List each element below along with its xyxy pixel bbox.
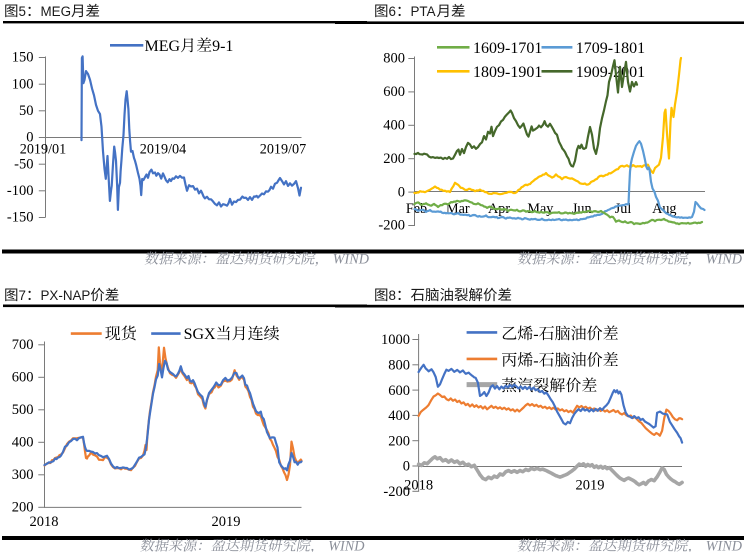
svg-text:2019: 2019 [576, 478, 605, 494]
svg-text:600: 600 [388, 383, 410, 399]
svg-text:150: 150 [12, 50, 34, 66]
svg-text:600: 600 [12, 370, 34, 386]
svg-text:100: 100 [12, 76, 34, 92]
svg-text:2019/04: 2019/04 [140, 142, 187, 158]
svg-text:400: 400 [388, 408, 410, 424]
svg-text:2019: 2019 [212, 514, 241, 530]
svg-text:7: 7 [19, 288, 26, 303]
svg-text:SGX: SGX [184, 326, 216, 343]
svg-text:WIND: WIND [333, 252, 370, 268]
svg-text:WIND: WIND [706, 252, 743, 268]
svg-text:400: 400 [383, 118, 405, 134]
svg-text:800: 800 [383, 51, 405, 67]
svg-text:300: 300 [12, 467, 34, 483]
svg-text:600: 600 [383, 84, 405, 100]
svg-text:-: - [533, 353, 538, 370]
svg-text:PX-NAP: PX-NAP [41, 288, 91, 303]
svg-text:6: 6 [389, 4, 396, 19]
svg-text:-100: -100 [7, 183, 34, 199]
svg-text:0: 0 [398, 184, 405, 200]
svg-text:200: 200 [388, 433, 410, 449]
svg-text:400: 400 [12, 435, 34, 451]
svg-text:2018: 2018 [30, 514, 59, 530]
svg-text:Aug: Aug [652, 201, 676, 217]
svg-text:50: 50 [19, 103, 34, 119]
svg-text:1000: 1000 [381, 332, 410, 348]
svg-text:-200: -200 [378, 218, 405, 234]
svg-text:1809-1901: 1809-1901 [473, 64, 542, 81]
svg-text:800: 800 [388, 358, 410, 374]
svg-text:-200: -200 [383, 484, 410, 500]
svg-text:9-1: 9-1 [212, 38, 233, 55]
svg-text:2019/07: 2019/07 [260, 142, 307, 158]
svg-text:5: 5 [19, 4, 26, 19]
svg-text:MEG: MEG [145, 38, 181, 55]
svg-text:2018: 2018 [404, 478, 433, 494]
svg-text:MEG: MEG [41, 4, 72, 19]
svg-text:700: 700 [12, 337, 34, 353]
svg-text:2019/01: 2019/01 [20, 142, 67, 158]
svg-text:PTA: PTA [411, 4, 436, 19]
svg-text:0: 0 [403, 459, 410, 475]
svg-text:WIND: WIND [706, 539, 743, 553]
svg-text:-150: -150 [7, 210, 34, 226]
svg-text:500: 500 [12, 402, 34, 418]
svg-text:200: 200 [12, 500, 34, 516]
svg-text:8: 8 [389, 288, 396, 303]
svg-text:-: - [533, 326, 538, 343]
svg-text:1609-1701: 1609-1701 [473, 40, 542, 57]
svg-text:200: 200 [383, 151, 405, 167]
svg-text:WIND: WIND [328, 539, 365, 553]
svg-text:-50: -50 [14, 156, 33, 172]
svg-text:1709-1801: 1709-1801 [576, 40, 645, 57]
svg-text:0: 0 [26, 130, 33, 146]
